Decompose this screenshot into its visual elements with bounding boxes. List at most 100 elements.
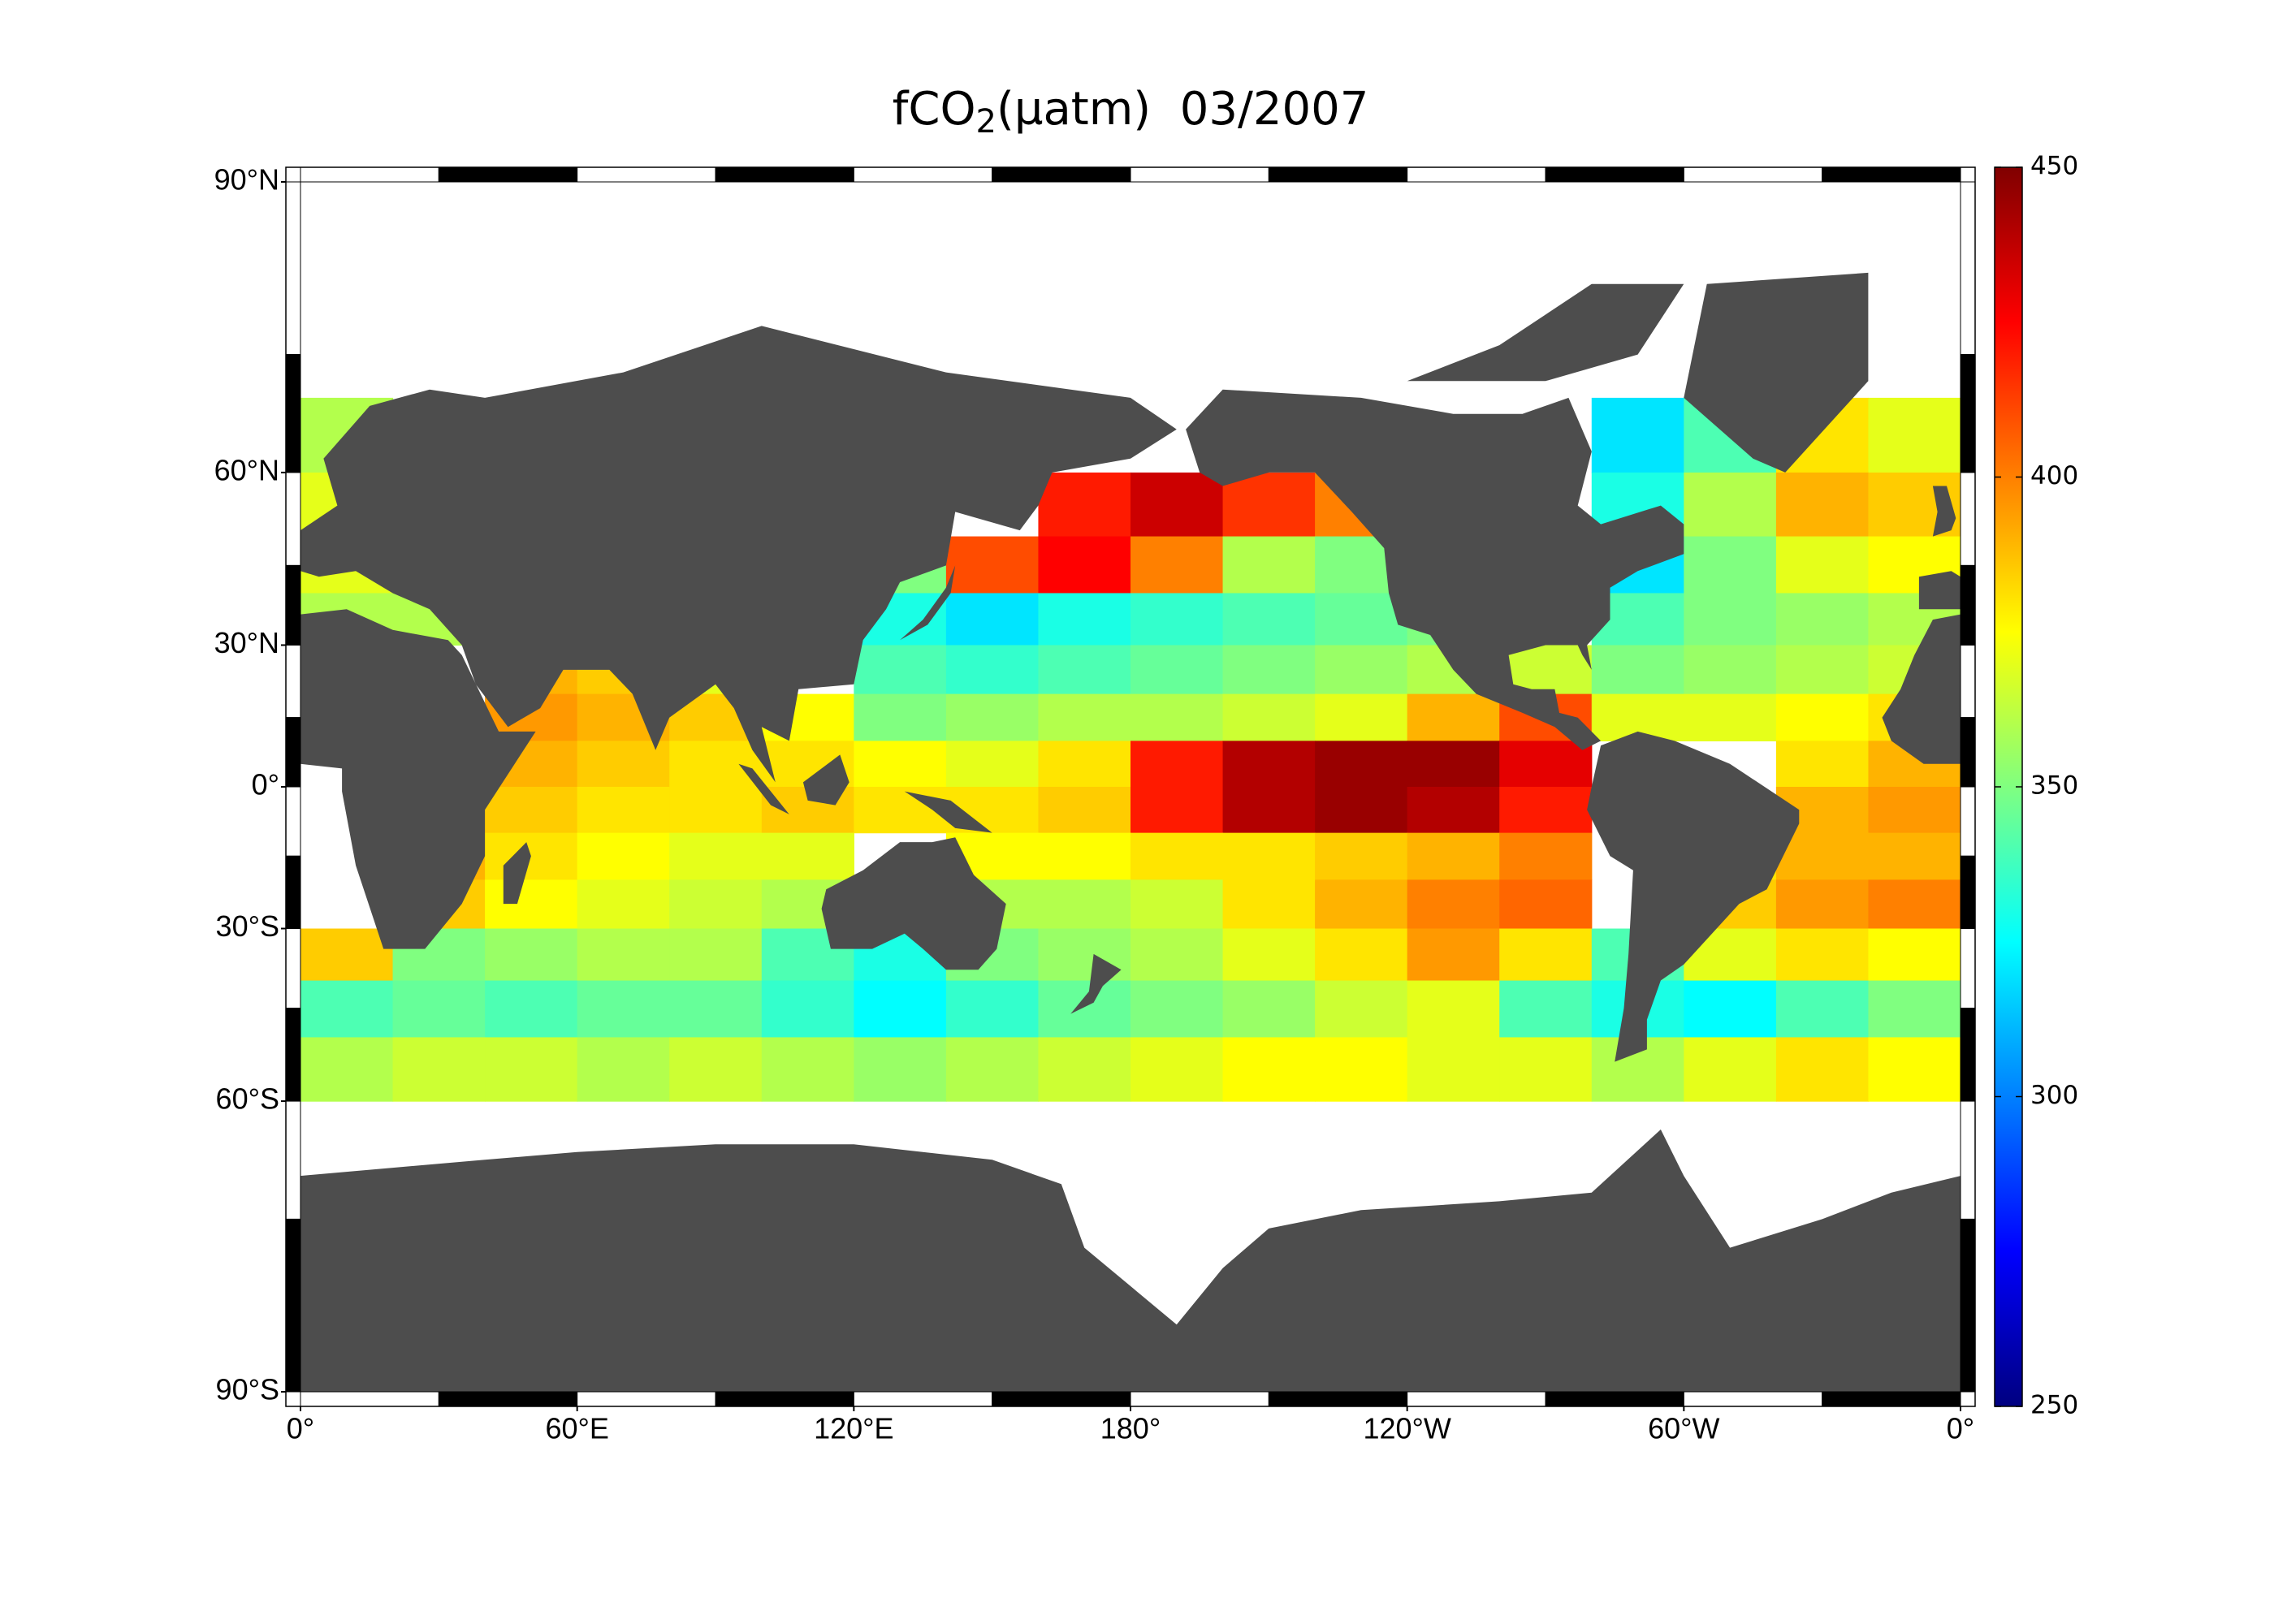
data-cell: [392, 980, 486, 1039]
data-cell: [1038, 741, 1131, 788]
title-subscript: 2: [976, 103, 996, 140]
data-cell: [1131, 741, 1224, 788]
frame-segment: [285, 644, 301, 719]
frame-segment: [1683, 1391, 1823, 1407]
data-cell: [1591, 645, 1684, 695]
frame-segment: [577, 1391, 716, 1407]
data-cell: [1775, 1037, 1870, 1102]
x-tick-label: 60°W: [1648, 1412, 1719, 1445]
data-cell: [1407, 879, 1500, 930]
x-tick-label: 120°E: [814, 1412, 893, 1445]
data-cell: [485, 832, 578, 880]
frame-segment: [1960, 354, 1976, 473]
frame-segment: [438, 1391, 578, 1407]
data-cell: [761, 832, 854, 880]
data-cell: [1315, 693, 1408, 741]
frame-segment: [1960, 1218, 1976, 1393]
y-tick-label: 90°N: [214, 163, 279, 197]
data-cell: [1131, 472, 1224, 538]
data-cell: [1038, 980, 1131, 1039]
data-cell: [1038, 645, 1131, 695]
data-cell: [1038, 1037, 1131, 1102]
data-cell: [1315, 879, 1408, 930]
data-cell: [854, 693, 947, 741]
data-cell: [1775, 593, 1870, 646]
land-mass: [1684, 272, 1869, 473]
data-cell: [1315, 928, 1408, 982]
data-cell: [1407, 832, 1500, 880]
land-mass: [300, 609, 536, 949]
colorbar-tick-label: 450: [2030, 152, 2078, 181]
data-cell: [1315, 1037, 1408, 1102]
land-mass: [802, 754, 850, 806]
frame-segment: [992, 1391, 1131, 1407]
data-cell: [1684, 980, 1777, 1039]
data-cell: [854, 741, 947, 788]
data-cell: [945, 693, 1040, 741]
frame-segment: [1822, 166, 1961, 183]
data-cell: [485, 787, 578, 834]
frame-segment: [853, 166, 993, 183]
colorbar: 250 300 350 400 450: [1994, 152, 2078, 1420]
y-tick-label: 60°S: [216, 1082, 279, 1116]
frame-segment: [285, 1218, 301, 1393]
data-cell: [1868, 879, 1961, 930]
frame-segment: [1130, 1391, 1269, 1407]
land-mass: [1407, 283, 1684, 382]
data-cell: [1868, 980, 1961, 1039]
data-cell: [1499, 980, 1593, 1039]
land-mass: [1918, 571, 1961, 610]
x-tick-label: 0°: [287, 1412, 314, 1445]
data-cell: [854, 645, 947, 695]
data-cell: [1775, 832, 1870, 880]
data-cell: [1775, 741, 1870, 788]
data-cell: [1868, 1037, 1961, 1102]
data-cell: [1131, 1037, 1224, 1102]
land-mass: [904, 791, 992, 833]
x-tick-label: 180°: [1100, 1412, 1161, 1445]
data-cell: [669, 787, 763, 834]
data-cell: [1131, 980, 1224, 1039]
data-cell: [1775, 536, 1870, 594]
x-tick-label: 0°: [1947, 1412, 1974, 1445]
data-cell: [577, 928, 670, 982]
data-cell: [1868, 397, 1961, 473]
data-cell: [854, 980, 947, 1039]
frame-segment: [1960, 472, 1976, 566]
data-cell: [300, 980, 394, 1039]
data-cell: [669, 980, 763, 1039]
data-cell: [1684, 1037, 1777, 1102]
frame-segment: [1268, 166, 1408, 183]
data-cell: [1407, 741, 1500, 788]
data-cell: [1038, 593, 1131, 646]
data-cell: [1038, 472, 1131, 538]
land-mass: [1186, 389, 1684, 750]
x-tick-label: 120°W: [1363, 1412, 1450, 1445]
data-cell: [1038, 536, 1131, 594]
land-mass: [821, 837, 1006, 970]
land-mass: [503, 842, 531, 905]
land-mass: [1932, 486, 1956, 537]
data-cell: [577, 832, 670, 880]
data-cell: [1315, 645, 1408, 695]
data-cell: [1684, 593, 1777, 646]
land-mass: [738, 763, 789, 814]
data-cell: [945, 980, 1040, 1039]
frame-segment: [1960, 564, 1976, 646]
data-cell: [1684, 645, 1777, 695]
data-cell: [1131, 787, 1224, 834]
frame-segment: [1683, 166, 1823, 183]
data-cell: [485, 879, 578, 930]
colorbar-tick-label: 300: [2030, 1081, 2078, 1110]
data-cell: [945, 536, 1040, 594]
frame-segment: [1960, 1008, 1976, 1102]
data-cell: [1222, 879, 1316, 930]
data-cell: [577, 787, 670, 834]
data-cell: [1684, 472, 1777, 538]
data-cell: [1315, 980, 1408, 1039]
frame-segment: [285, 1008, 301, 1102]
frame-segment: [1960, 181, 1976, 356]
data-cell: [1222, 693, 1316, 741]
data-cell: [1499, 832, 1593, 880]
data-cell: [485, 980, 578, 1039]
